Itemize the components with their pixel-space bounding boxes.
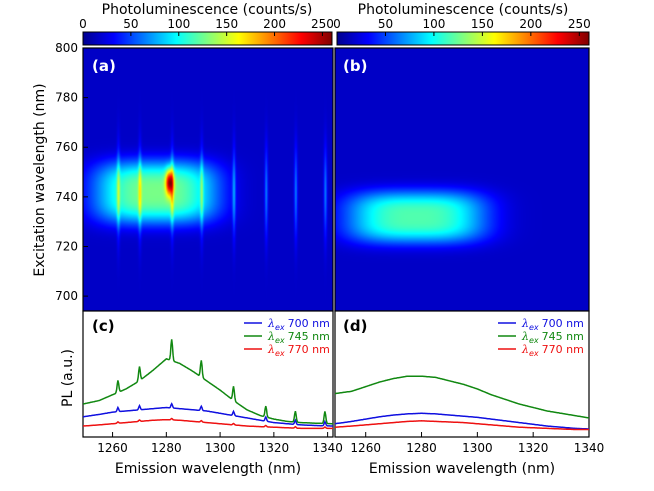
series-line-745-nm	[83, 339, 333, 425]
x-tick-label: 1300	[462, 441, 493, 455]
x-axis-label-d: Emission wavelength (nm)	[369, 461, 555, 477]
colorbar-tick-label: 100	[422, 17, 445, 31]
colorbar-tick-label: 150	[471, 17, 494, 31]
x-tick-label: 1320	[259, 441, 290, 455]
panel-c-tag: (c)	[92, 317, 115, 335]
x-tick-label: 1260	[97, 441, 128, 455]
colorbar-a: Photoluminescence (counts/s) 0 50 100 150 20…	[79, 2, 334, 46]
series-line-770-nm	[83, 417, 333, 430]
x-axis-label-c: Emission wavelength (nm)	[115, 461, 301, 477]
legend-label: λex 745 nm	[267, 330, 330, 345]
colorbar-tick-label: 150	[215, 17, 238, 31]
heatmap-b: (b)	[334, 47, 590, 312]
x-tick-label: 1300	[205, 441, 236, 455]
x-tick-label: 1260	[350, 441, 381, 455]
legend-label: λex 700 nm	[521, 317, 584, 332]
panel-b-tag: (b)	[343, 57, 367, 75]
y-tick-label: 740	[55, 190, 78, 204]
y-tick-label: 780	[55, 91, 78, 105]
colorbar-tick-label: 200	[263, 17, 286, 31]
x-tick-label: 1340	[312, 441, 343, 455]
colorbar-tick-label: 0	[79, 17, 87, 31]
series-line-745-nm	[335, 375, 589, 419]
colorbar-tick-label: 100	[167, 17, 190, 31]
y-axis-label-excitation: Excitation wavelength (nm)	[32, 83, 48, 276]
y-tick-label: 760	[55, 140, 78, 154]
y-tick-label: 720	[55, 239, 78, 253]
colorbar-tick-label: 50	[123, 17, 138, 31]
panel-a-tag: (a)	[92, 57, 116, 75]
colorbar-tick-label: 200	[519, 17, 542, 31]
colorbar-tick-label: 250	[311, 17, 334, 31]
x-tick-label: 1320	[518, 441, 549, 455]
x-tick-label: 1280	[406, 441, 437, 455]
y-axis-label-pl: PL (a.u.)	[60, 349, 76, 407]
colorbar-a-title: Photoluminescence (counts/s)	[102, 2, 313, 18]
colorbar-tick-label: 50	[378, 17, 393, 31]
legend-label: λex 770 nm	[267, 343, 330, 358]
legend-label: λex 745 nm	[521, 330, 584, 345]
x-tick-label: 1280	[151, 441, 182, 455]
series-line-700-nm	[335, 412, 589, 430]
legend-label: λex 700 nm	[267, 317, 330, 332]
series-line-700-nm	[83, 402, 333, 427]
x-tick-label: 1340	[574, 441, 605, 455]
colorbar-tick-label: 250	[568, 17, 591, 31]
panel-d-tag: (d)	[343, 317, 367, 335]
colorbar-b-title: Photoluminescence (counts/s)	[358, 2, 569, 18]
colorbar-b: Photoluminescence (counts/s) 0 50 100 150 20…	[333, 2, 591, 46]
y-tick-label: 800	[55, 41, 78, 55]
legend-label: λex 770 nm	[521, 343, 584, 358]
y-tick-label: 700	[55, 289, 78, 303]
series-line-770-nm	[335, 420, 589, 431]
colorbar-tick-label: 0	[333, 17, 341, 31]
heatmap-a: (a)	[82, 47, 334, 312]
